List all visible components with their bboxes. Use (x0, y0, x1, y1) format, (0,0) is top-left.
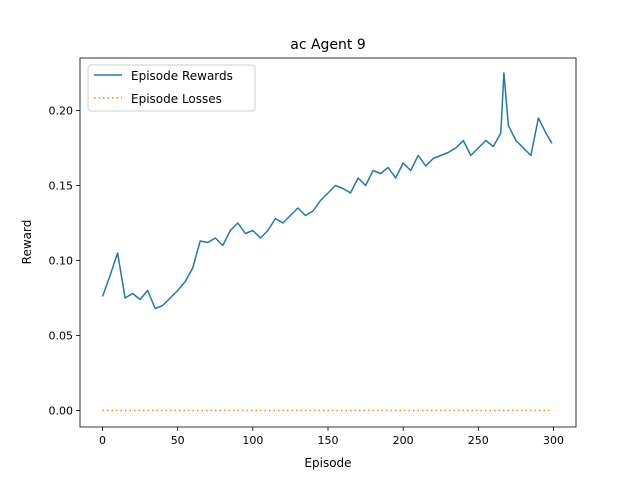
x-tick-label: 200 (393, 434, 414, 447)
series-line-episode-rewards (101, 72, 553, 310)
y-axis: 0.00 0.05 0.10 0.15 0.20 (49, 105, 80, 418)
y-axis-label: Reward (20, 220, 34, 265)
y-tick-label: 0.05 (49, 330, 74, 343)
x-tick-label: 50 (171, 434, 185, 447)
chart-title: ac Agent 9 (290, 37, 366, 53)
x-axis: 0 50 100 150 200 250 300 (99, 427, 564, 447)
legend: Episode Rewards Episode Losses (87, 64, 256, 112)
x-tick-label: 100 (242, 434, 263, 447)
legend-label-rewards: Episode Rewards (131, 69, 233, 83)
x-tick-label: 150 (318, 434, 339, 447)
y-tick-label: 0.00 (49, 405, 74, 418)
x-tick-label: 300 (543, 434, 564, 447)
legend-label-losses: Episode Losses (131, 92, 222, 106)
y-tick-label: 0.10 (49, 255, 74, 268)
y-tick-label: 0.20 (49, 105, 74, 118)
x-tick-label: 0 (99, 434, 106, 447)
x-tick-label: 250 (468, 434, 489, 447)
x-axis-label: Episode (304, 456, 351, 470)
plot-area (101, 72, 553, 412)
legend-box (87, 64, 256, 112)
y-tick-label: 0.15 (49, 180, 74, 193)
